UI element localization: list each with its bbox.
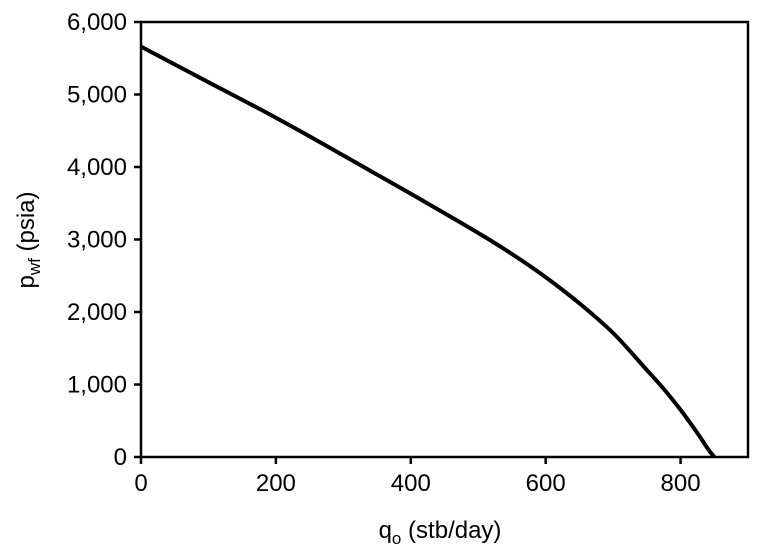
y-axis-label-sub: wf xyxy=(25,258,44,276)
y-axis-ticks: 0 1,000 2,000 3,000 4,000 5,000 6,000 xyxy=(67,9,141,471)
y-tick-label: 5,000 xyxy=(67,82,127,109)
x-tick-label: 600 xyxy=(526,470,566,497)
y-tick-label: 3,000 xyxy=(67,227,127,254)
x-tick-label: 200 xyxy=(256,470,296,497)
y-tick-label: 6,000 xyxy=(67,9,127,36)
x-tick-label: 0 xyxy=(134,470,147,497)
x-tick-label: 400 xyxy=(391,470,431,497)
x-tick-label: 800 xyxy=(661,470,701,497)
y-axis-label-main: p xyxy=(13,275,40,288)
x-axis-label-rest: (stb/day) xyxy=(401,517,501,544)
y-axis-label: pwf (psia) xyxy=(13,191,44,288)
y-tick-label: 4,000 xyxy=(67,154,127,181)
y-axis-label-rest: (psia) xyxy=(13,191,40,258)
plot-area-frame xyxy=(139,20,750,459)
x-axis-label: qo (stb/day) xyxy=(379,517,502,548)
y-tick-label: 1,000 xyxy=(67,372,127,399)
x-axis-ticks: 0 200 400 600 800 xyxy=(134,457,701,497)
y-tick-label: 0 xyxy=(114,444,127,471)
x-axis-label-sub: o xyxy=(392,529,401,548)
y-tick-label: 2,000 xyxy=(67,299,127,326)
x-axis-label-main: q xyxy=(379,517,392,544)
ipr-curve-line xyxy=(140,44,716,459)
